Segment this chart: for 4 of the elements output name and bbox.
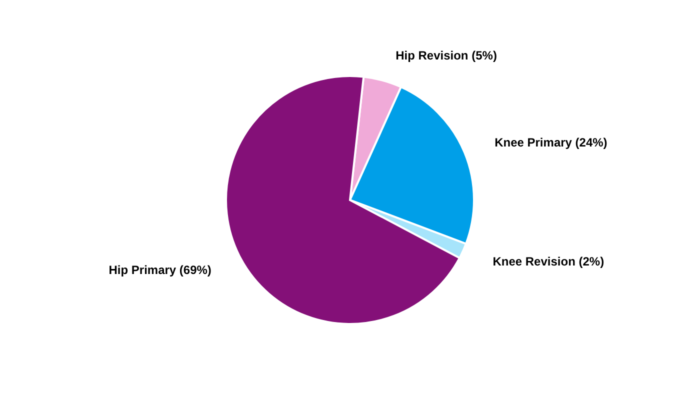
slice-label: Knee Revision (2%) xyxy=(492,254,604,269)
slice-label: Hip Revision (5%) xyxy=(396,48,497,62)
slice-label: Hip Primary (69%) xyxy=(108,263,212,278)
slice-label: Knee Primary (24%) xyxy=(494,136,608,150)
